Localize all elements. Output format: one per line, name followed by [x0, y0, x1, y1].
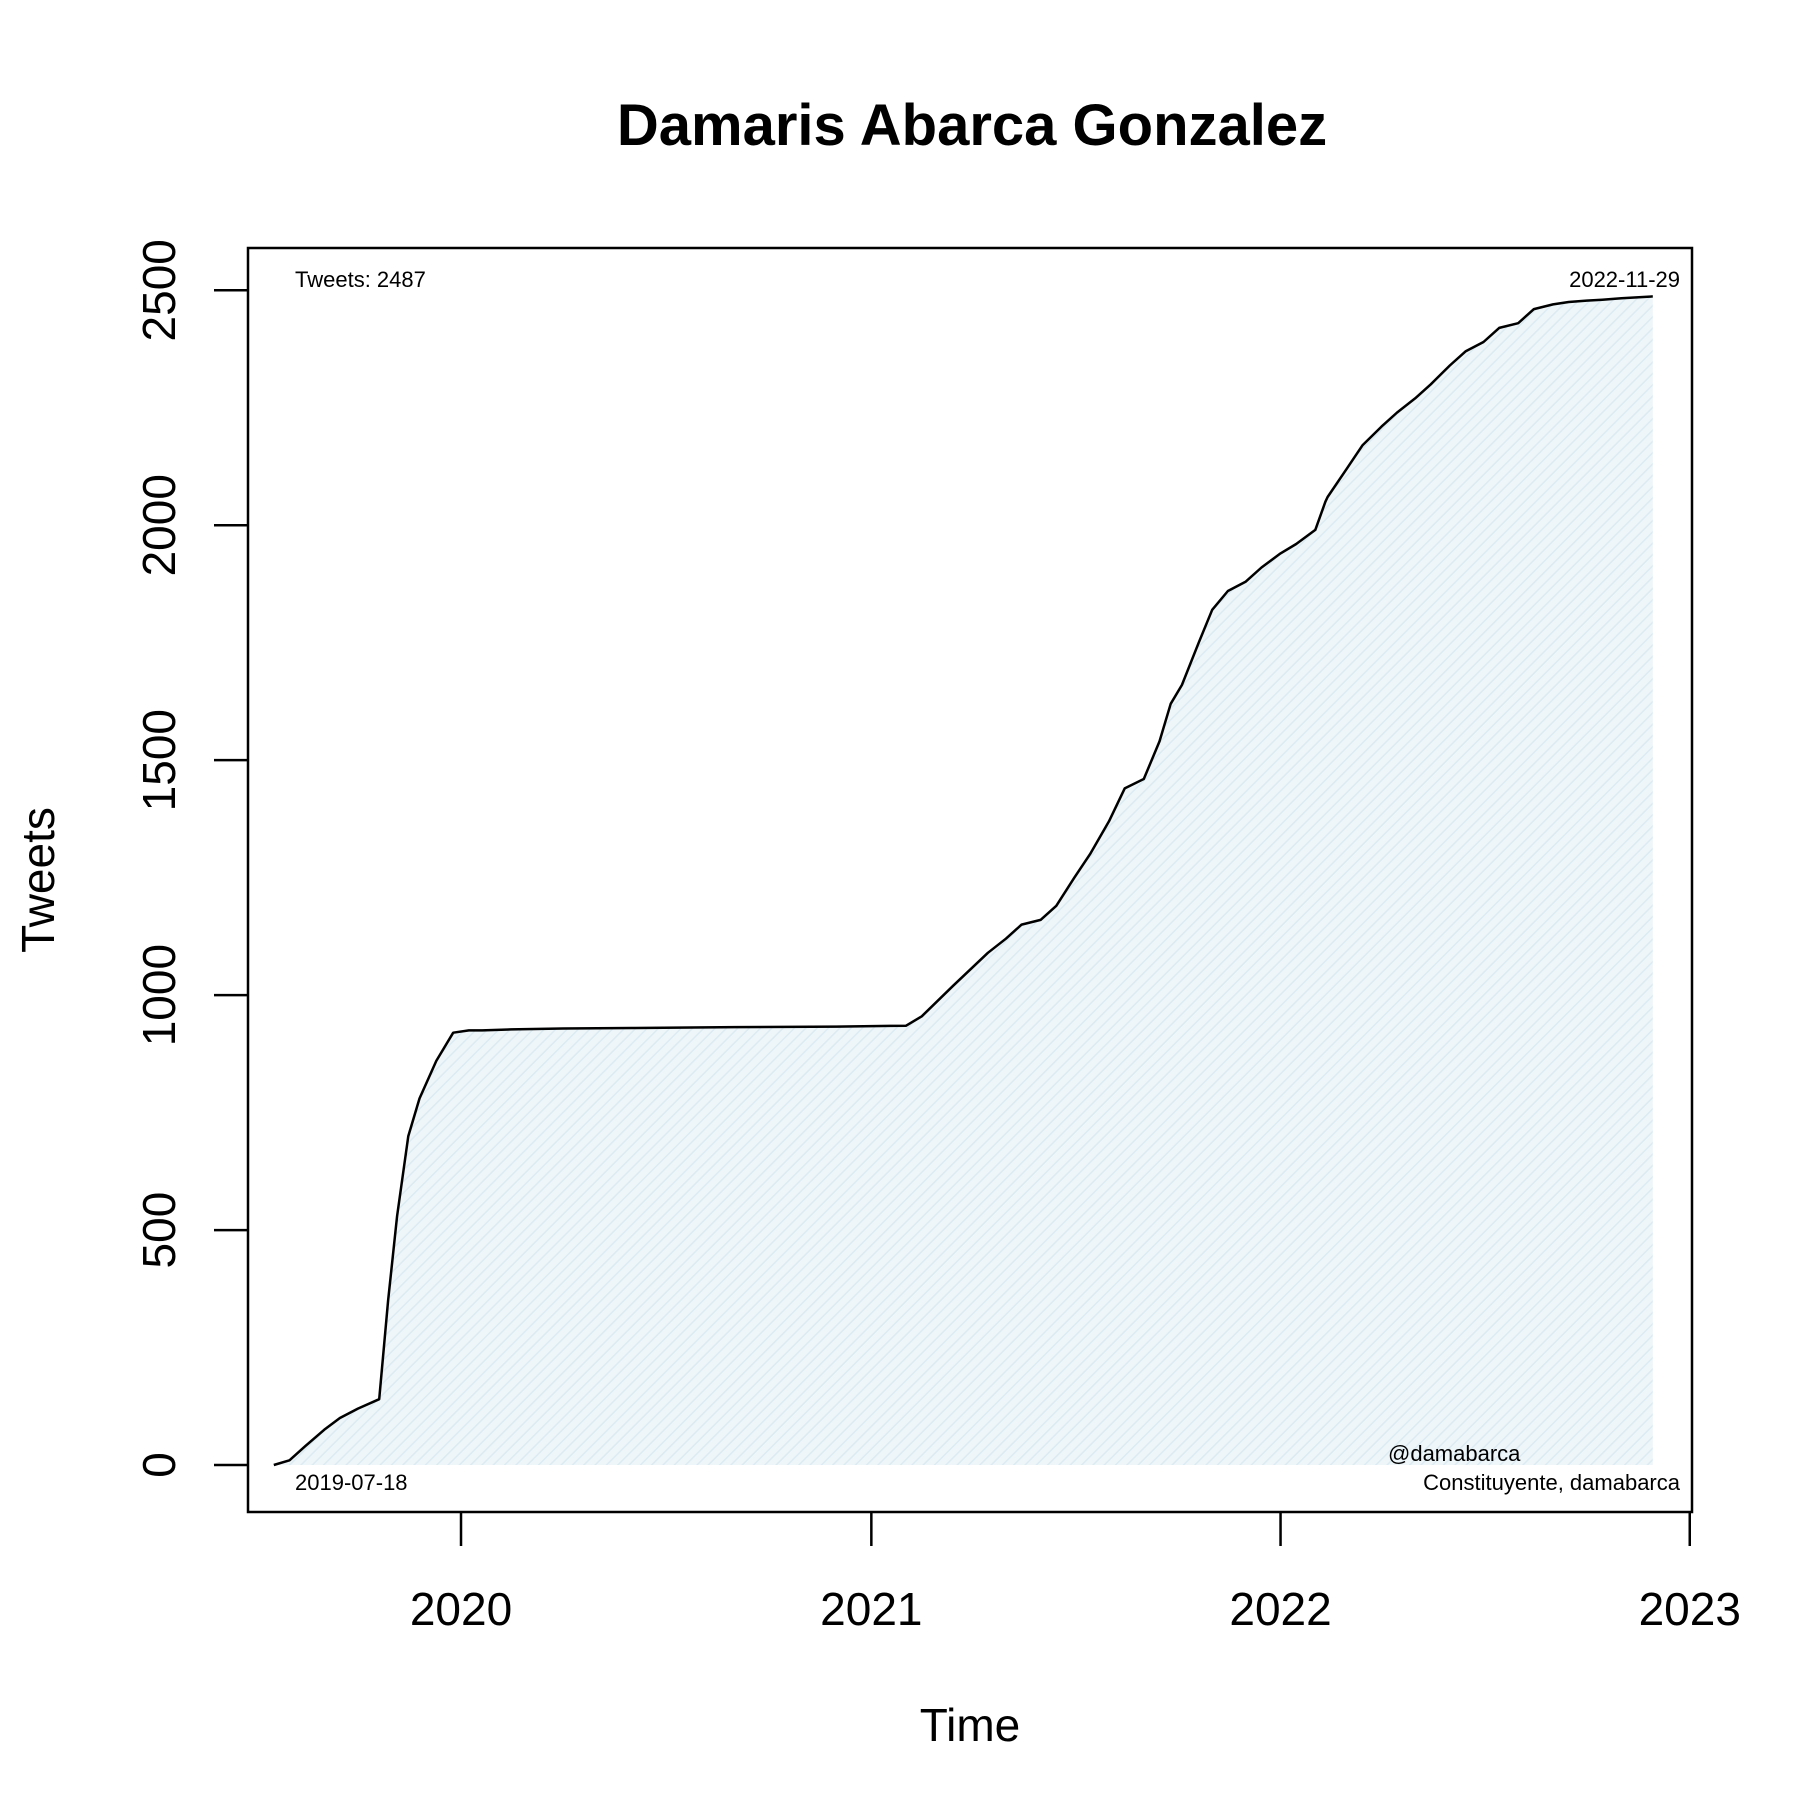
x-axis: 2020 2021 2022 2023 [410, 1512, 1741, 1635]
y-tick-label: 1500 [133, 709, 185, 811]
handle-note: @damabarca [1388, 1441, 1521, 1466]
area-fill [273, 296, 1653, 1465]
y-tick-label: 1000 [133, 944, 185, 1046]
y-tick-label: 0 [133, 1452, 185, 1478]
chart-title: Damaris Abarca Gonzalez [617, 93, 1327, 158]
x-tick-label: 2022 [1229, 1583, 1331, 1635]
y-tick-label: 500 [133, 1192, 185, 1269]
total-tweets-note: Tweets: 2487 [295, 267, 426, 292]
x-tick-label: 2023 [1639, 1583, 1741, 1635]
x-axis-label: Time [920, 1699, 1021, 1751]
series-line [273, 295, 1653, 1467]
plot-area [246, 246, 1694, 1514]
x-tick-label: 2021 [820, 1583, 922, 1635]
y-tick-label: 2000 [133, 474, 185, 576]
end-date-note: 2022-11-29 [1569, 267, 1680, 292]
y-axis: 0 500 1000 1500 2000 2500 [133, 239, 248, 1478]
y-axis-label: Tweets [12, 807, 64, 953]
plot-frame [246, 246, 1694, 1514]
y-tick-label: 2500 [133, 239, 185, 341]
start-date-note: 2019-07-18 [295, 1470, 408, 1495]
description-note: Constituyente, damabarca [1423, 1470, 1681, 1495]
x-tick-label: 2020 [410, 1583, 512, 1635]
